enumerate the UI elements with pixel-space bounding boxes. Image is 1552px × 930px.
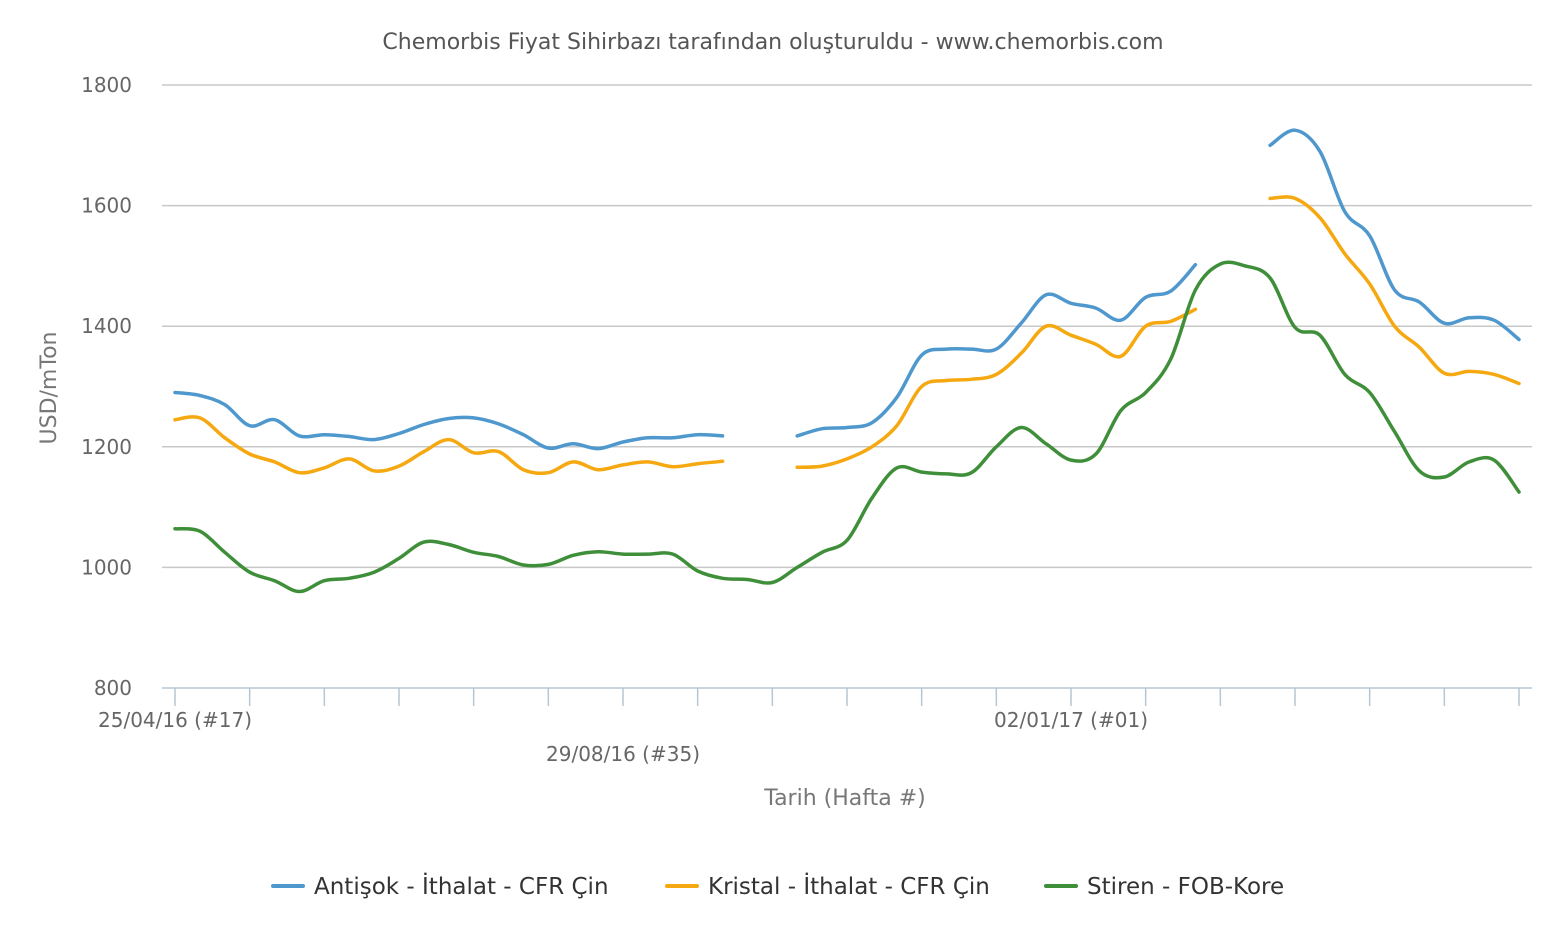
legend-item[interactable]: Stiren - FOB-Kore: [1044, 874, 1284, 900]
legend-item[interactable]: Antişok - İthalat - CFR Çin: [271, 872, 609, 900]
x-tick-label: 25/04/16 (#17): [98, 708, 252, 732]
legend: Antişok - İthalat - CFR Çin Kristal - İth…: [271, 872, 1284, 900]
y-tick-label: 1400: [81, 314, 132, 338]
legend-label: Stiren - FOB-Kore: [1087, 874, 1284, 900]
y-axis-title: USD/mTon: [37, 332, 62, 445]
x-tick-label: 29/08/16 (#35): [546, 742, 700, 766]
series-line-1: [173, 195, 1521, 476]
series-line-0: [173, 128, 1521, 451]
series-line-2: [173, 260, 1521, 594]
y-tick-label: 1000: [81, 555, 132, 579]
y-tick-label: 1800: [81, 73, 132, 97]
legend-label: Antişok - İthalat - CFR Çin: [314, 872, 609, 900]
x-tick-label: 02/01/17 (#01): [994, 708, 1148, 732]
series-segment: [173, 260, 1521, 594]
series-segment: [1268, 128, 1521, 342]
series-segment: [173, 390, 725, 451]
series-segment: [795, 307, 1198, 470]
y-tick-label: 800: [94, 676, 132, 700]
grid-lines: [162, 84, 1532, 569]
legend-label: Kristal - İthalat - CFR Çin: [708, 872, 990, 900]
y-tick-label: 1600: [81, 194, 132, 218]
series-segment: [1268, 195, 1521, 386]
y-tick-label: 1200: [81, 435, 132, 459]
legend-item[interactable]: Kristal - İthalat - CFR Çin: [665, 872, 990, 900]
chart-title: Chemorbis Fiyat Sihirbazı tarafından olu…: [382, 30, 1163, 55]
x-axis-ticks: 25/04/16 (#17) 29/08/16 (#35) 02/01/17 (#0…: [98, 688, 1520, 766]
series-segment: [795, 262, 1198, 438]
series-lines: [173, 128, 1521, 594]
x-axis-title: Tarih (Hafta #): [763, 786, 925, 811]
series-segment: [173, 415, 725, 476]
y-axis-ticks: 800 1000 1200 1400 1600 1800: [81, 73, 132, 700]
